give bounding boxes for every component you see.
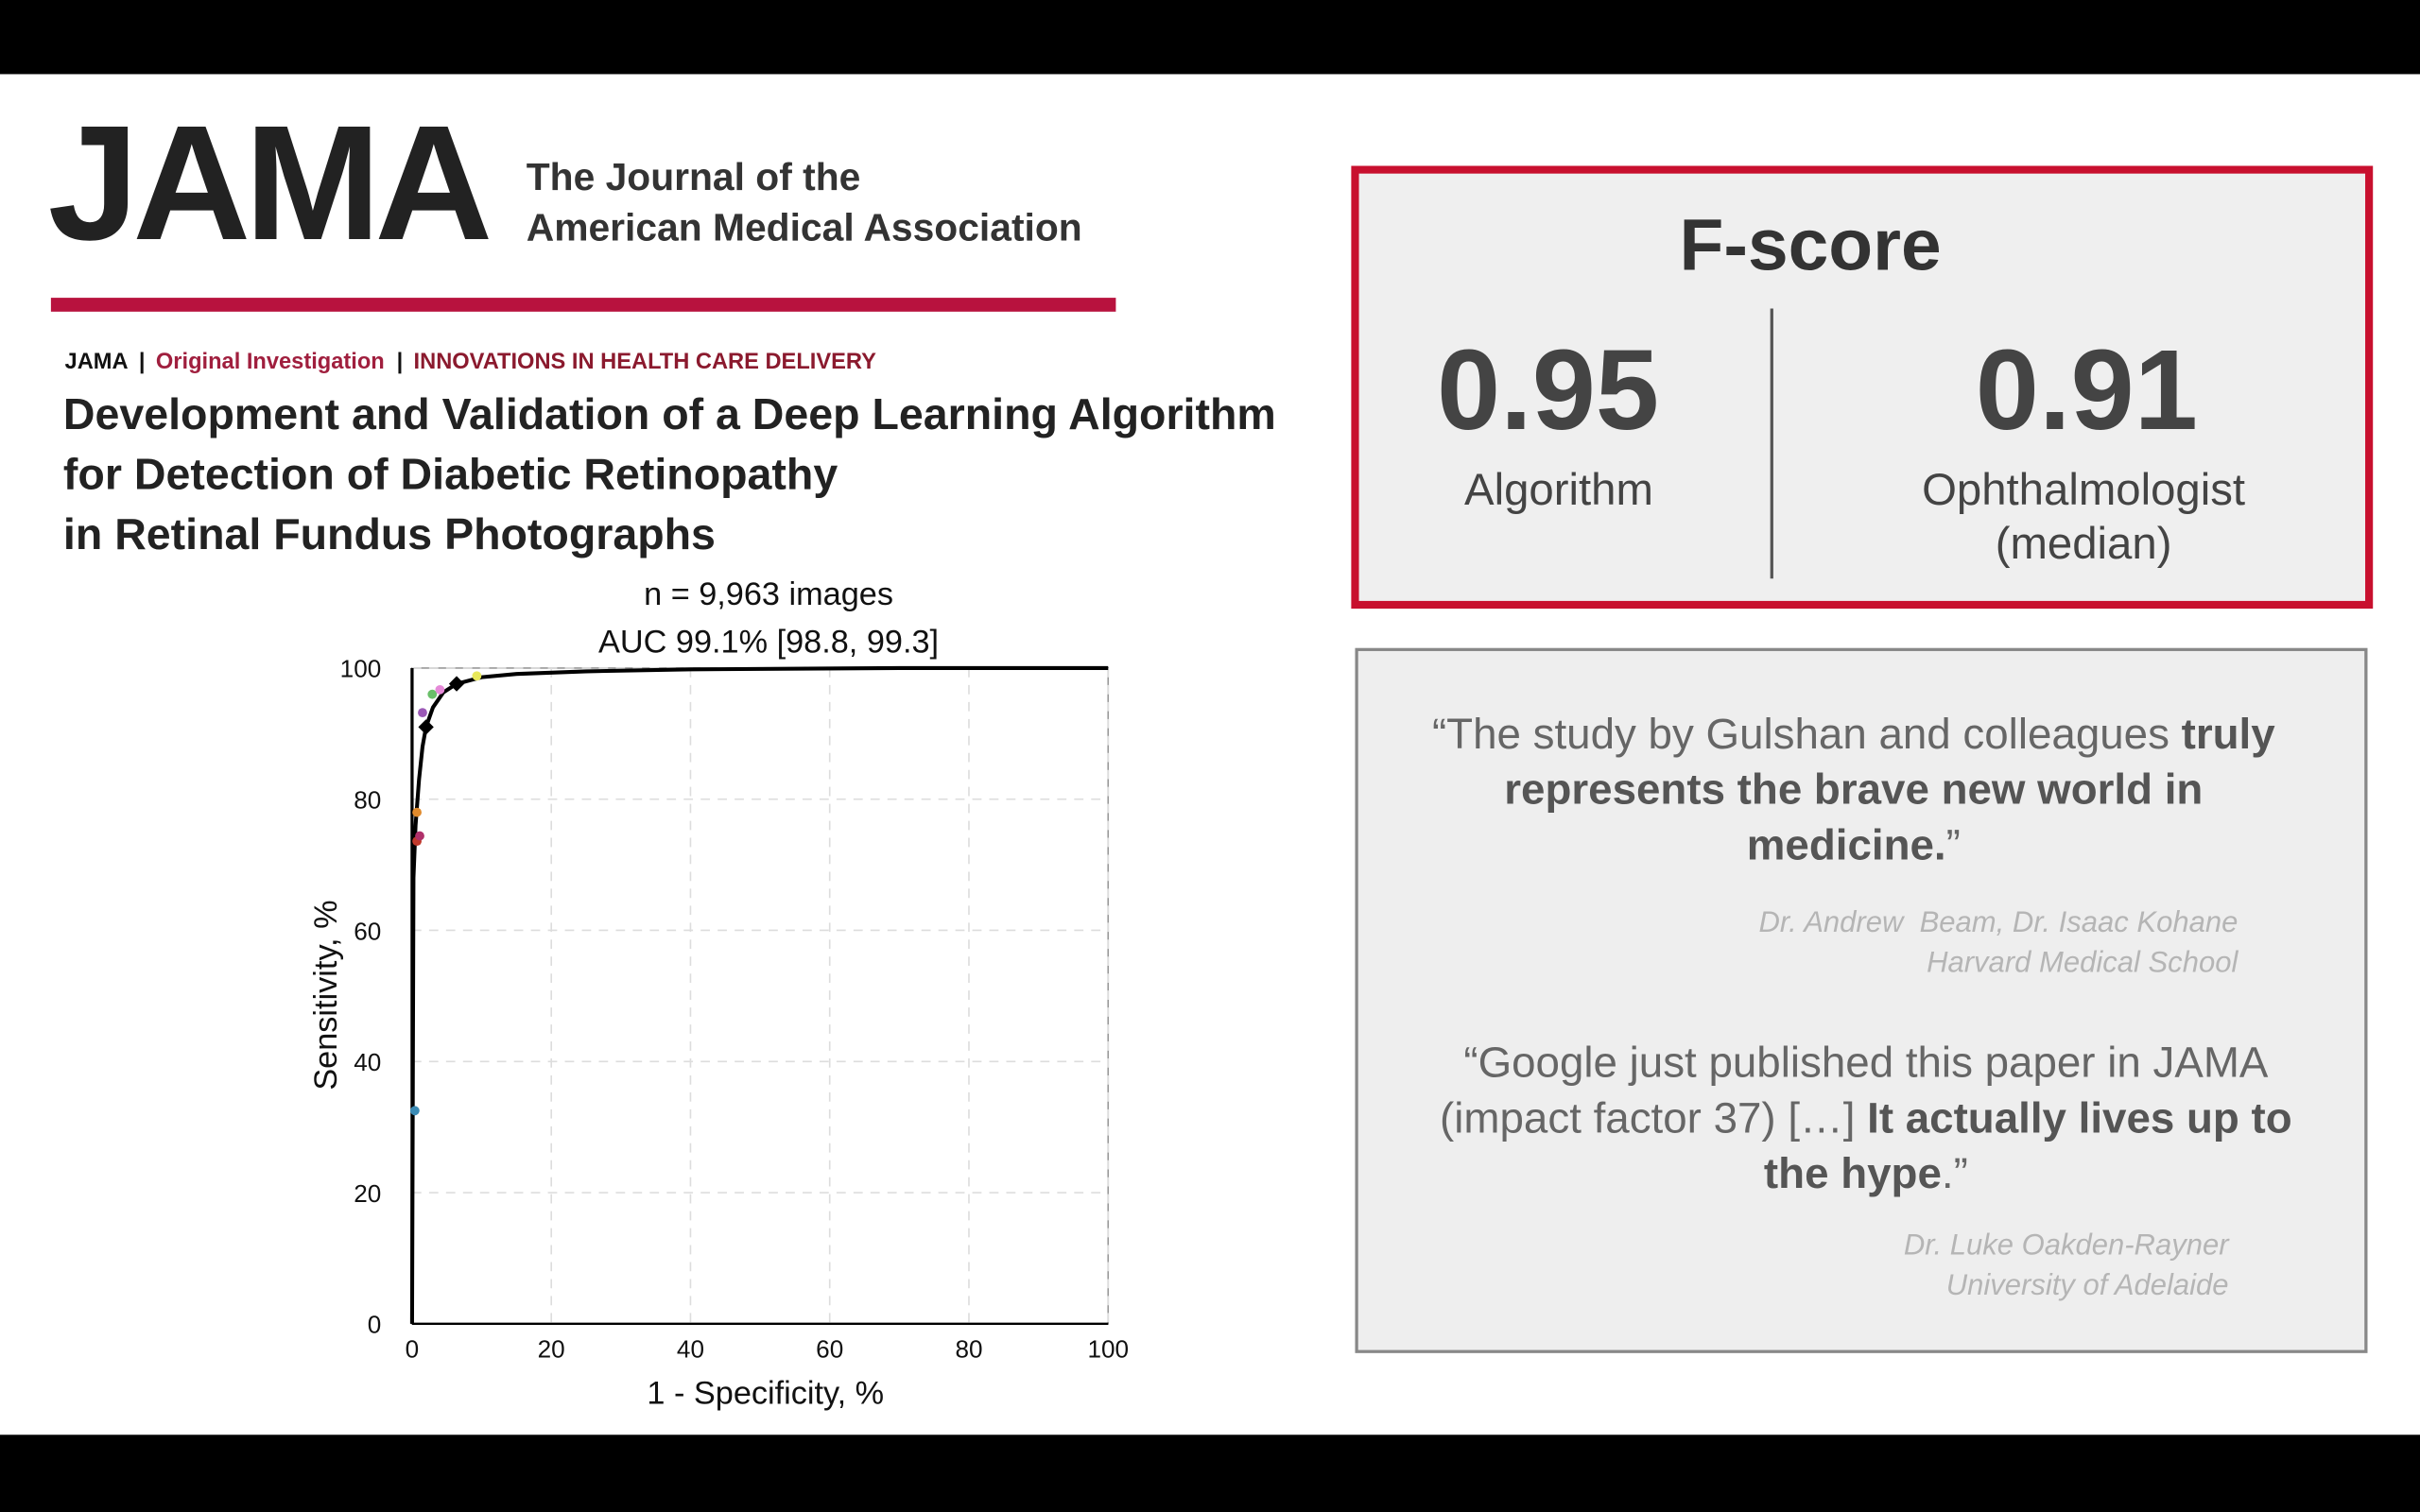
fscore-label: Ophthalmologist [1922,465,2245,515]
ophthalmologist-point [418,708,427,718]
quotes: “The study by Gulshan and colleagues tru… [1432,710,2292,1301]
y-tick-label: 20 [354,1179,381,1208]
fscore-items: 0.95 Algorithm 0.91 Ophthalmologist(median) [1437,326,2245,569]
x-axis-label: 1 - Specificity, % [647,1376,884,1412]
quote-emphasis: the hype [1764,1149,1942,1197]
quote-emphasis: represents the brave new world in [1504,765,2203,814]
ophthalmologist-point [412,807,422,817]
logo-subtitle: American Medical Association [527,206,1082,249]
x-tick-label: 40 [677,1335,704,1364]
quote-line: (impact factor 37) […] It actually lives… [1440,1093,2292,1142]
logo: JAMA [48,91,490,274]
chart-annotation: n = 9,963 images [644,576,893,612]
roc-plot: 0 20 40 60 80 100 0 20 40 60 80 100 [340,655,1129,1364]
ophthalmologist-point [472,671,482,681]
x-tick-label: 0 [406,1335,420,1364]
quote-line: medicine.” [1747,820,1961,868]
fscore-label: (median) [1996,519,2172,569]
quotes-panel [1355,647,2368,1353]
operating-point [418,719,434,735]
letterbox-bottom [0,1435,2420,1512]
fscore-value: 0.91 [1976,326,2198,454]
x-tick-label: 60 [816,1335,843,1364]
separator: | [397,350,404,374]
ophthalmologist-point [409,1106,420,1116]
quote-attribution: Dr. Luke Oakden-Rayner [1904,1228,2230,1261]
y-tick-label: 40 [354,1048,381,1076]
fscore-title: F-score [1680,206,1942,286]
ophthalmologist-point [435,684,445,695]
y-tick-label: 0 [368,1311,382,1339]
y-tick-label: 80 [354,786,381,815]
quote-line: represents the brave new world in [1504,765,2203,814]
letterbox-top [0,0,2420,75]
header-rule [50,298,1116,312]
separator: | [139,350,146,374]
quote-text: .” [1942,1149,1968,1197]
quote-text: “Google just published this paper in JAM… [1463,1039,2269,1087]
quote-text: “The study by Gulshan and colleagues [1432,710,2182,758]
quote-text: ” [1946,820,1961,868]
operating-point [448,676,465,692]
fscore-label: Algorithm [1464,465,1653,515]
article-title: Development and Validation of a Deep Lea… [63,389,1276,438]
quote-line: the hype.” [1764,1149,1968,1197]
article-title: in Retinal Fundus Photographs [63,509,716,558]
chart-annotation: AUC 99.1% [98.8, 99.3] [598,625,939,661]
category: INNOVATIONS IN HEALTH CARE DELIVERY [414,350,877,374]
quote-line: “Google just published this paper in JAM… [1463,1039,2269,1087]
x-tick-label: 20 [538,1335,565,1364]
quote-emphasis: truly [2182,710,2276,758]
quote-attribution: Dr. Andrew Beam, Dr. Isaac Kohane [1759,905,2238,938]
article-meta: JAMA | Original Investigation | INNOVATI… [0,350,895,374]
x-tick-label: 100 [1087,1335,1129,1364]
fscore-panel [1351,165,2374,610]
journal: JAMA [65,350,129,374]
quote-line: “The study by Gulshan and colleagues tru… [1432,710,2275,758]
quote-emphasis: medicine. [1747,820,1946,868]
section: Original Investigation [156,350,385,374]
y-tick-label: 100 [340,655,382,683]
quote-attribution: University of Adelaide [1946,1268,2229,1301]
quote-text: (impact factor 37) […] [1440,1093,1867,1142]
article-title: for Detection of Diabetic Retinopathy [63,450,838,499]
quote-emphasis: It actually lives up to [1867,1093,2292,1142]
logo-subtitle: The Journal of the [527,155,861,198]
quote-attribution: Harvard Medical School [1927,946,2238,979]
x-tick-label: 80 [955,1335,982,1364]
y-tick-label: 60 [354,917,381,945]
fscore-value: 0.95 [1437,326,1659,454]
ophthalmologist-point [427,689,438,699]
y-axis-label: Sensitivity, % [308,900,344,1090]
ophthalmologist-point [415,831,424,841]
